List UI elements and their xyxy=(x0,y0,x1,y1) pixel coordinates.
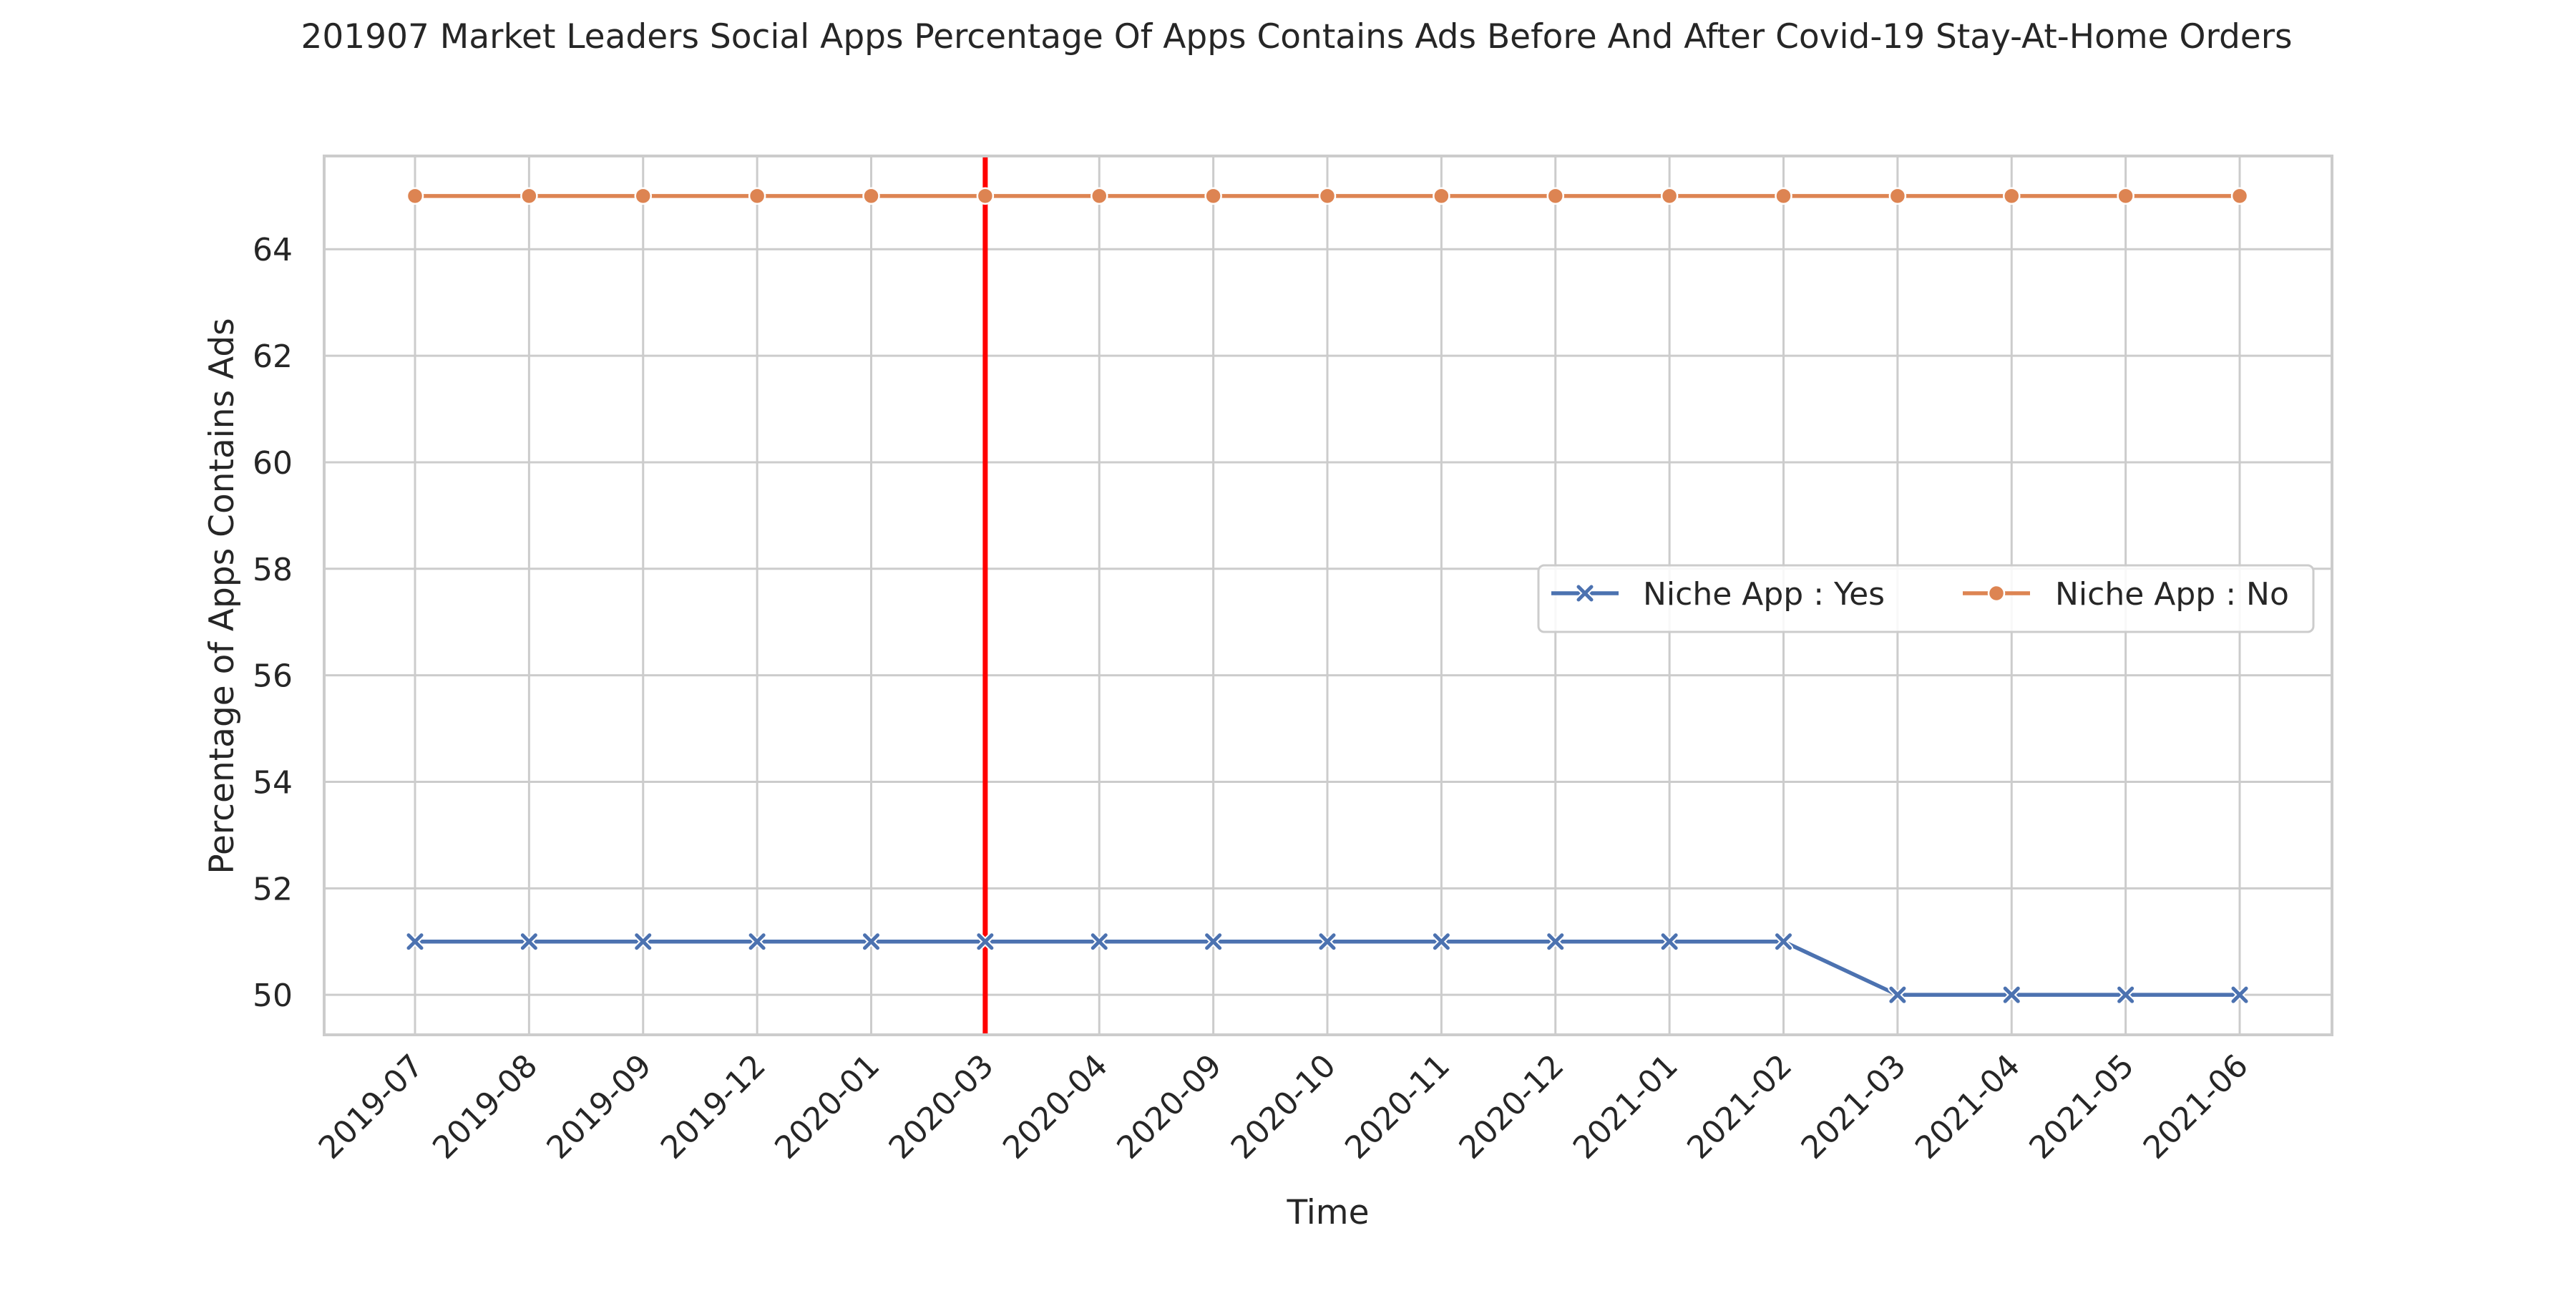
data-point-x xyxy=(1888,985,1908,1005)
y-tick-label: 60 xyxy=(253,445,293,482)
data-point-circle xyxy=(1660,187,1679,205)
series-layer xyxy=(405,187,2250,1005)
chart-title: 201907 Market Leaders Social Apps Percen… xyxy=(301,17,2292,57)
data-point-circle xyxy=(1433,187,1450,205)
data-point-circle xyxy=(2117,187,2135,205)
plot-frame xyxy=(323,155,2333,1036)
y-tick-label: 58 xyxy=(253,552,293,588)
data-point-x xyxy=(1431,932,1451,952)
data-point-x xyxy=(747,932,767,952)
y-tick-label: 64 xyxy=(253,232,293,268)
series-niche-no xyxy=(406,187,2249,205)
y-tick-label: 50 xyxy=(253,978,293,1014)
data-point-circle xyxy=(976,187,995,205)
data-point-x xyxy=(975,932,995,952)
data-point-circle xyxy=(1546,187,1564,205)
data-point-x xyxy=(1546,932,1566,952)
y-tick-label: 54 xyxy=(253,764,293,801)
legend: Niche App : Yes Niche App : No xyxy=(1537,564,2315,633)
data-point-x xyxy=(633,932,653,952)
data-point-circle xyxy=(862,187,880,205)
data-point-x xyxy=(2001,985,2021,1005)
data-point-x xyxy=(1204,932,1224,952)
data-point-x xyxy=(2116,985,2136,1005)
data-point-circle xyxy=(1775,187,1792,205)
data-point-circle xyxy=(406,187,424,205)
y-tick-label: 52 xyxy=(253,871,293,907)
data-point-x xyxy=(1089,932,1109,952)
legend-label: Niche App : No xyxy=(2055,576,2289,613)
y-tick-label: 56 xyxy=(253,658,293,695)
legend-marker xyxy=(1987,584,2006,603)
y-tick-label: 62 xyxy=(253,338,293,375)
series-niche-yes xyxy=(405,932,2250,1005)
data-point-circle xyxy=(1318,187,1337,205)
legend-marker xyxy=(1575,583,1595,603)
data-point-x xyxy=(405,932,425,952)
data-point-x xyxy=(2230,985,2250,1005)
data-point-circle xyxy=(2003,187,2021,205)
data-point-circle xyxy=(520,187,538,205)
data-point-x xyxy=(862,932,881,952)
data-point-circle xyxy=(1888,187,1907,205)
y-axis-label: Percentage of Apps Contains Ads xyxy=(203,318,242,874)
data-point-circle xyxy=(1204,187,1222,205)
data-point-x xyxy=(1774,932,1793,952)
data-point-circle xyxy=(2230,187,2249,205)
legend-entry: Niche App : No xyxy=(1963,576,2289,613)
data-point-x xyxy=(519,932,539,952)
data-point-x xyxy=(1659,932,1679,952)
legend-box xyxy=(1537,564,2315,633)
data-point-circle xyxy=(1091,187,1108,205)
legend-label: Niche App : Yes xyxy=(1643,576,1885,613)
data-point-circle xyxy=(748,187,766,205)
x-axis-label: Time xyxy=(1286,1193,1369,1232)
data-point-circle xyxy=(634,187,652,205)
legend-entry: Niche App : Yes xyxy=(1551,576,1885,613)
y-tick-labels: 50 52 54 56 58 60 62 64 xyxy=(253,232,293,1014)
data-point-x xyxy=(1317,932,1337,952)
